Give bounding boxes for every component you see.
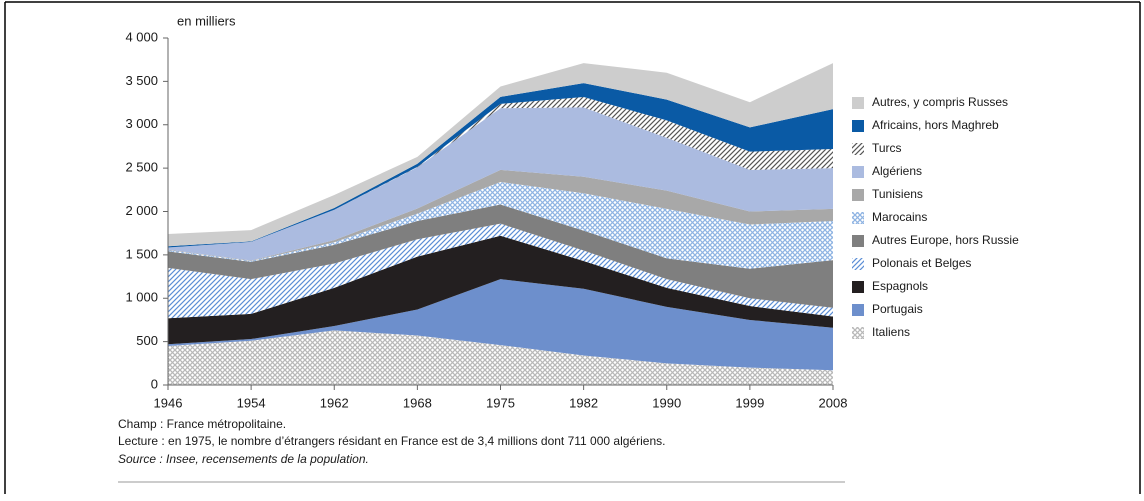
legend-swatch [852, 97, 864, 109]
area [168, 63, 833, 247]
legend-label: Polonais et Belges [872, 256, 971, 270]
y-tick-label: 0 [151, 376, 158, 391]
x-tick-label: 1982 [569, 395, 598, 410]
area [168, 330, 833, 385]
area [168, 96, 833, 248]
legend-label: Turcs [872, 141, 902, 155]
legend-swatch [852, 166, 864, 178]
note: Champ : France métropolitaine. [118, 417, 286, 431]
source: Source : Insee, recensements de la popul… [118, 452, 369, 466]
area [168, 107, 833, 261]
x-tick-label: 1975 [486, 395, 515, 410]
legend-swatch [852, 235, 864, 247]
y-tick-label: 3 000 [125, 116, 158, 131]
legend-label: Autres Europe, hors Russie [872, 233, 1019, 247]
area [168, 279, 833, 371]
x-tick-label: 1968 [403, 395, 432, 410]
legend-label: Tunisiens [872, 187, 923, 201]
legend-swatch [852, 189, 864, 201]
area [168, 169, 833, 261]
legend-label: Autres, y compris Russes [872, 95, 1008, 109]
legend-swatch [852, 304, 864, 316]
note: Lecture : en 1975, le nombre d’étrangers… [118, 434, 665, 448]
x-tick-label: 1962 [320, 395, 349, 410]
legend-swatch [852, 120, 864, 132]
y-axis-label: en milliers [177, 13, 236, 28]
area [168, 223, 833, 319]
legend-label: Africains, hors Maghreb [872, 118, 999, 132]
area [168, 204, 833, 308]
legend-swatch [852, 258, 864, 270]
x-tick-label: 1954 [237, 395, 266, 410]
legend-swatch [852, 327, 864, 339]
y-tick-label: 1 500 [125, 246, 158, 261]
area [168, 235, 833, 345]
y-tick-label: 2 500 [125, 160, 158, 175]
legend-label: Espagnols [872, 279, 928, 293]
y-tick-label: 1 000 [125, 290, 158, 305]
legend-label: Algériens [872, 164, 922, 178]
x-tick-label: 1999 [735, 395, 764, 410]
y-tick-label: 500 [136, 333, 158, 348]
legend-label: Portugais [872, 302, 923, 316]
x-tick-label: 1990 [652, 395, 681, 410]
x-tick-label: 1946 [154, 395, 183, 410]
legend-label: Marocains [872, 210, 927, 224]
legend-swatch [852, 143, 864, 155]
legend-swatch [852, 281, 864, 293]
legend-swatch [852, 212, 864, 224]
y-tick-label: 2 000 [125, 203, 158, 218]
y-tick-label: 3 500 [125, 73, 158, 88]
x-tick-label: 2008 [819, 395, 848, 410]
y-tick-label: 4 000 [125, 29, 158, 44]
legend-label: Italiens [872, 325, 910, 339]
area [168, 182, 833, 269]
